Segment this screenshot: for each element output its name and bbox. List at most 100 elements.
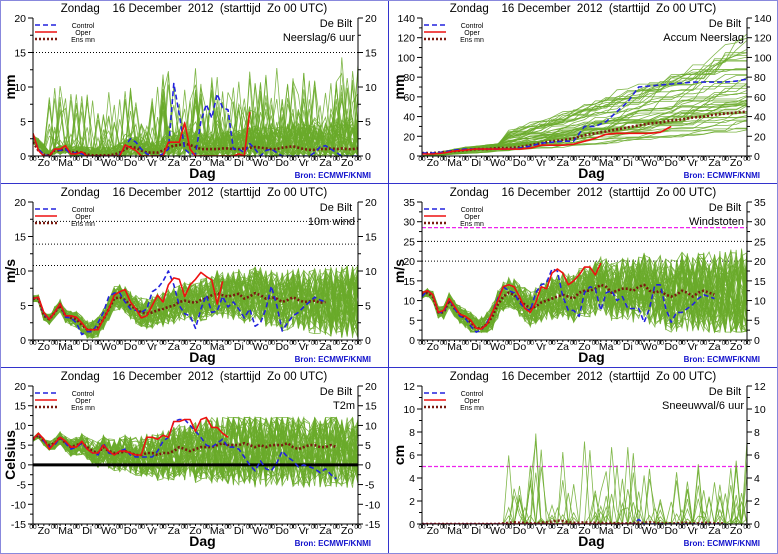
x-day-label: Di (623, 157, 633, 169)
station-name: De Bilt (320, 202, 352, 214)
legend-label: Control (461, 391, 484, 398)
x-day-label: Do (275, 525, 289, 537)
panel-divider-horizontal (0, 367, 778, 368)
plot-area (33, 415, 358, 489)
x-tick-hour-label: 00 (354, 340, 362, 347)
y-tick-label-left: 12 (403, 381, 415, 393)
ensemble-member-line (422, 441, 747, 524)
ensemble-member-line (422, 459, 747, 524)
x-tick-hour-label: 00 (51, 524, 59, 531)
ensemble-member-line (422, 69, 747, 156)
x-axis-label: Dag (189, 349, 215, 365)
x-tick-hour-label: 00 (51, 156, 59, 163)
x-day-label: Do (664, 525, 678, 537)
station-name: De Bilt (320, 386, 352, 398)
plot-area (422, 33, 747, 156)
x-day-label: Do (275, 341, 289, 353)
x-day-label: Vr (147, 341, 158, 353)
x-tick-hour-label: 00 (73, 524, 81, 531)
legend-label: Ens mn (71, 37, 95, 44)
x-tick-hour-label: 00 (700, 340, 708, 347)
chart-svg-windstoten: Zondag 16 December 2012 (starttijd Zo 00… (391, 187, 766, 365)
variable-name: 10m wind (308, 216, 355, 228)
x-tick-hour-label: 00 (592, 156, 600, 163)
y-tick-label-left: 5 (409, 315, 415, 327)
x-day-label: Vr (147, 525, 158, 537)
x-tick-hour-label: 00 (505, 340, 513, 347)
x-day-label: Di (471, 525, 481, 537)
chart-title: Zondag 16 December 2012 (starttijd Zo 00… (61, 371, 328, 383)
x-tick-hour-label: 00 (635, 156, 643, 163)
x-day-label: Wo (490, 157, 506, 169)
x-day-label: Zo (730, 525, 742, 537)
x-day-label: Wo (101, 341, 117, 353)
y-axis-label: cm (391, 445, 407, 465)
x-day-label: Ma (447, 525, 462, 537)
ensemble-member-line (33, 416, 358, 485)
y-tick-label-left: 15 (403, 276, 415, 288)
x-tick-hour-label: 00 (268, 156, 276, 163)
x-day-label: Do (664, 157, 678, 169)
x-tick-hour-label: 00 (289, 156, 297, 163)
x-tick-hour-label: 00 (505, 524, 513, 531)
series-oper (33, 416, 229, 456)
x-day-label: Di (234, 157, 244, 169)
x-day-label: Za (708, 341, 720, 353)
y-tick-label-right: 5 (365, 117, 371, 129)
x-tick-hour-label: 00 (224, 340, 232, 347)
y-tick-label-left: 2 (409, 496, 415, 508)
ensemble-member-line (422, 475, 747, 524)
x-day-label: Do (124, 341, 138, 353)
x-day-label: Do (124, 157, 138, 169)
x-day-label: Wo (642, 157, 658, 169)
ensemble-member-line (33, 273, 358, 339)
ensemble-members (422, 33, 747, 156)
x-tick-hour-label: 00 (246, 340, 254, 347)
legend-label: Control (461, 23, 484, 30)
y-tick-label-right: 60 (754, 92, 766, 104)
variable-name: Neerslag/6 uur (283, 32, 355, 44)
y-tick-label-left: 80 (403, 72, 415, 84)
ensemble-member-line (33, 267, 358, 340)
plot-area (33, 52, 358, 156)
x-tick-hour-label: 00 (657, 340, 665, 347)
ensemble-member-line (422, 465, 747, 524)
x-day-label: Za (557, 157, 569, 169)
legend-label: Oper (464, 30, 480, 37)
x-day-label: Vr (299, 341, 310, 353)
x-day-label: Wo (642, 525, 658, 537)
x-tick-hour-label: 00 (722, 340, 730, 347)
ensemble-member-line (422, 485, 747, 524)
y-tick-label-right: 20 (754, 256, 766, 268)
y-tick-label-right: 10 (754, 404, 766, 416)
y-tick-label-left: 5 (20, 440, 26, 452)
x-tick-hour-label: 00 (138, 340, 146, 347)
series-oper (33, 271, 224, 331)
x-day-label: Wo (490, 341, 506, 353)
x-tick-hour-label: 00 (268, 524, 276, 531)
ensemble-member-line (33, 89, 358, 156)
y-tick-label-right: 12 (754, 381, 766, 393)
ensemble-member-line (422, 111, 747, 156)
series-oper (33, 111, 251, 156)
ensemble-member-line (33, 91, 358, 156)
x-tick-hour-label: 00 (548, 156, 556, 163)
x-tick-hour-label: 00 (613, 524, 621, 531)
ensemble-member-line (33, 81, 358, 156)
panel-divider-vertical (388, 0, 389, 554)
y-tick-label-left: 35 (403, 197, 415, 209)
x-tick-hour-label: 00 (657, 156, 665, 163)
x-tick-hour-label: 00 (203, 340, 211, 347)
series-control (33, 270, 326, 336)
ensemble-member-line (33, 269, 358, 337)
y-axis-label: m/s (391, 259, 407, 283)
x-day-label: Ma (210, 341, 225, 353)
x-tick-hour-label: 00 (289, 524, 297, 531)
y-tick-label-right: 120 (754, 33, 772, 45)
x-day-label: Di (623, 341, 633, 353)
chart-title: Zondag 16 December 2012 (starttijd Zo 00… (61, 187, 328, 199)
x-tick-hour-label: 00 (159, 340, 167, 347)
legend-label: Oper (75, 30, 91, 37)
